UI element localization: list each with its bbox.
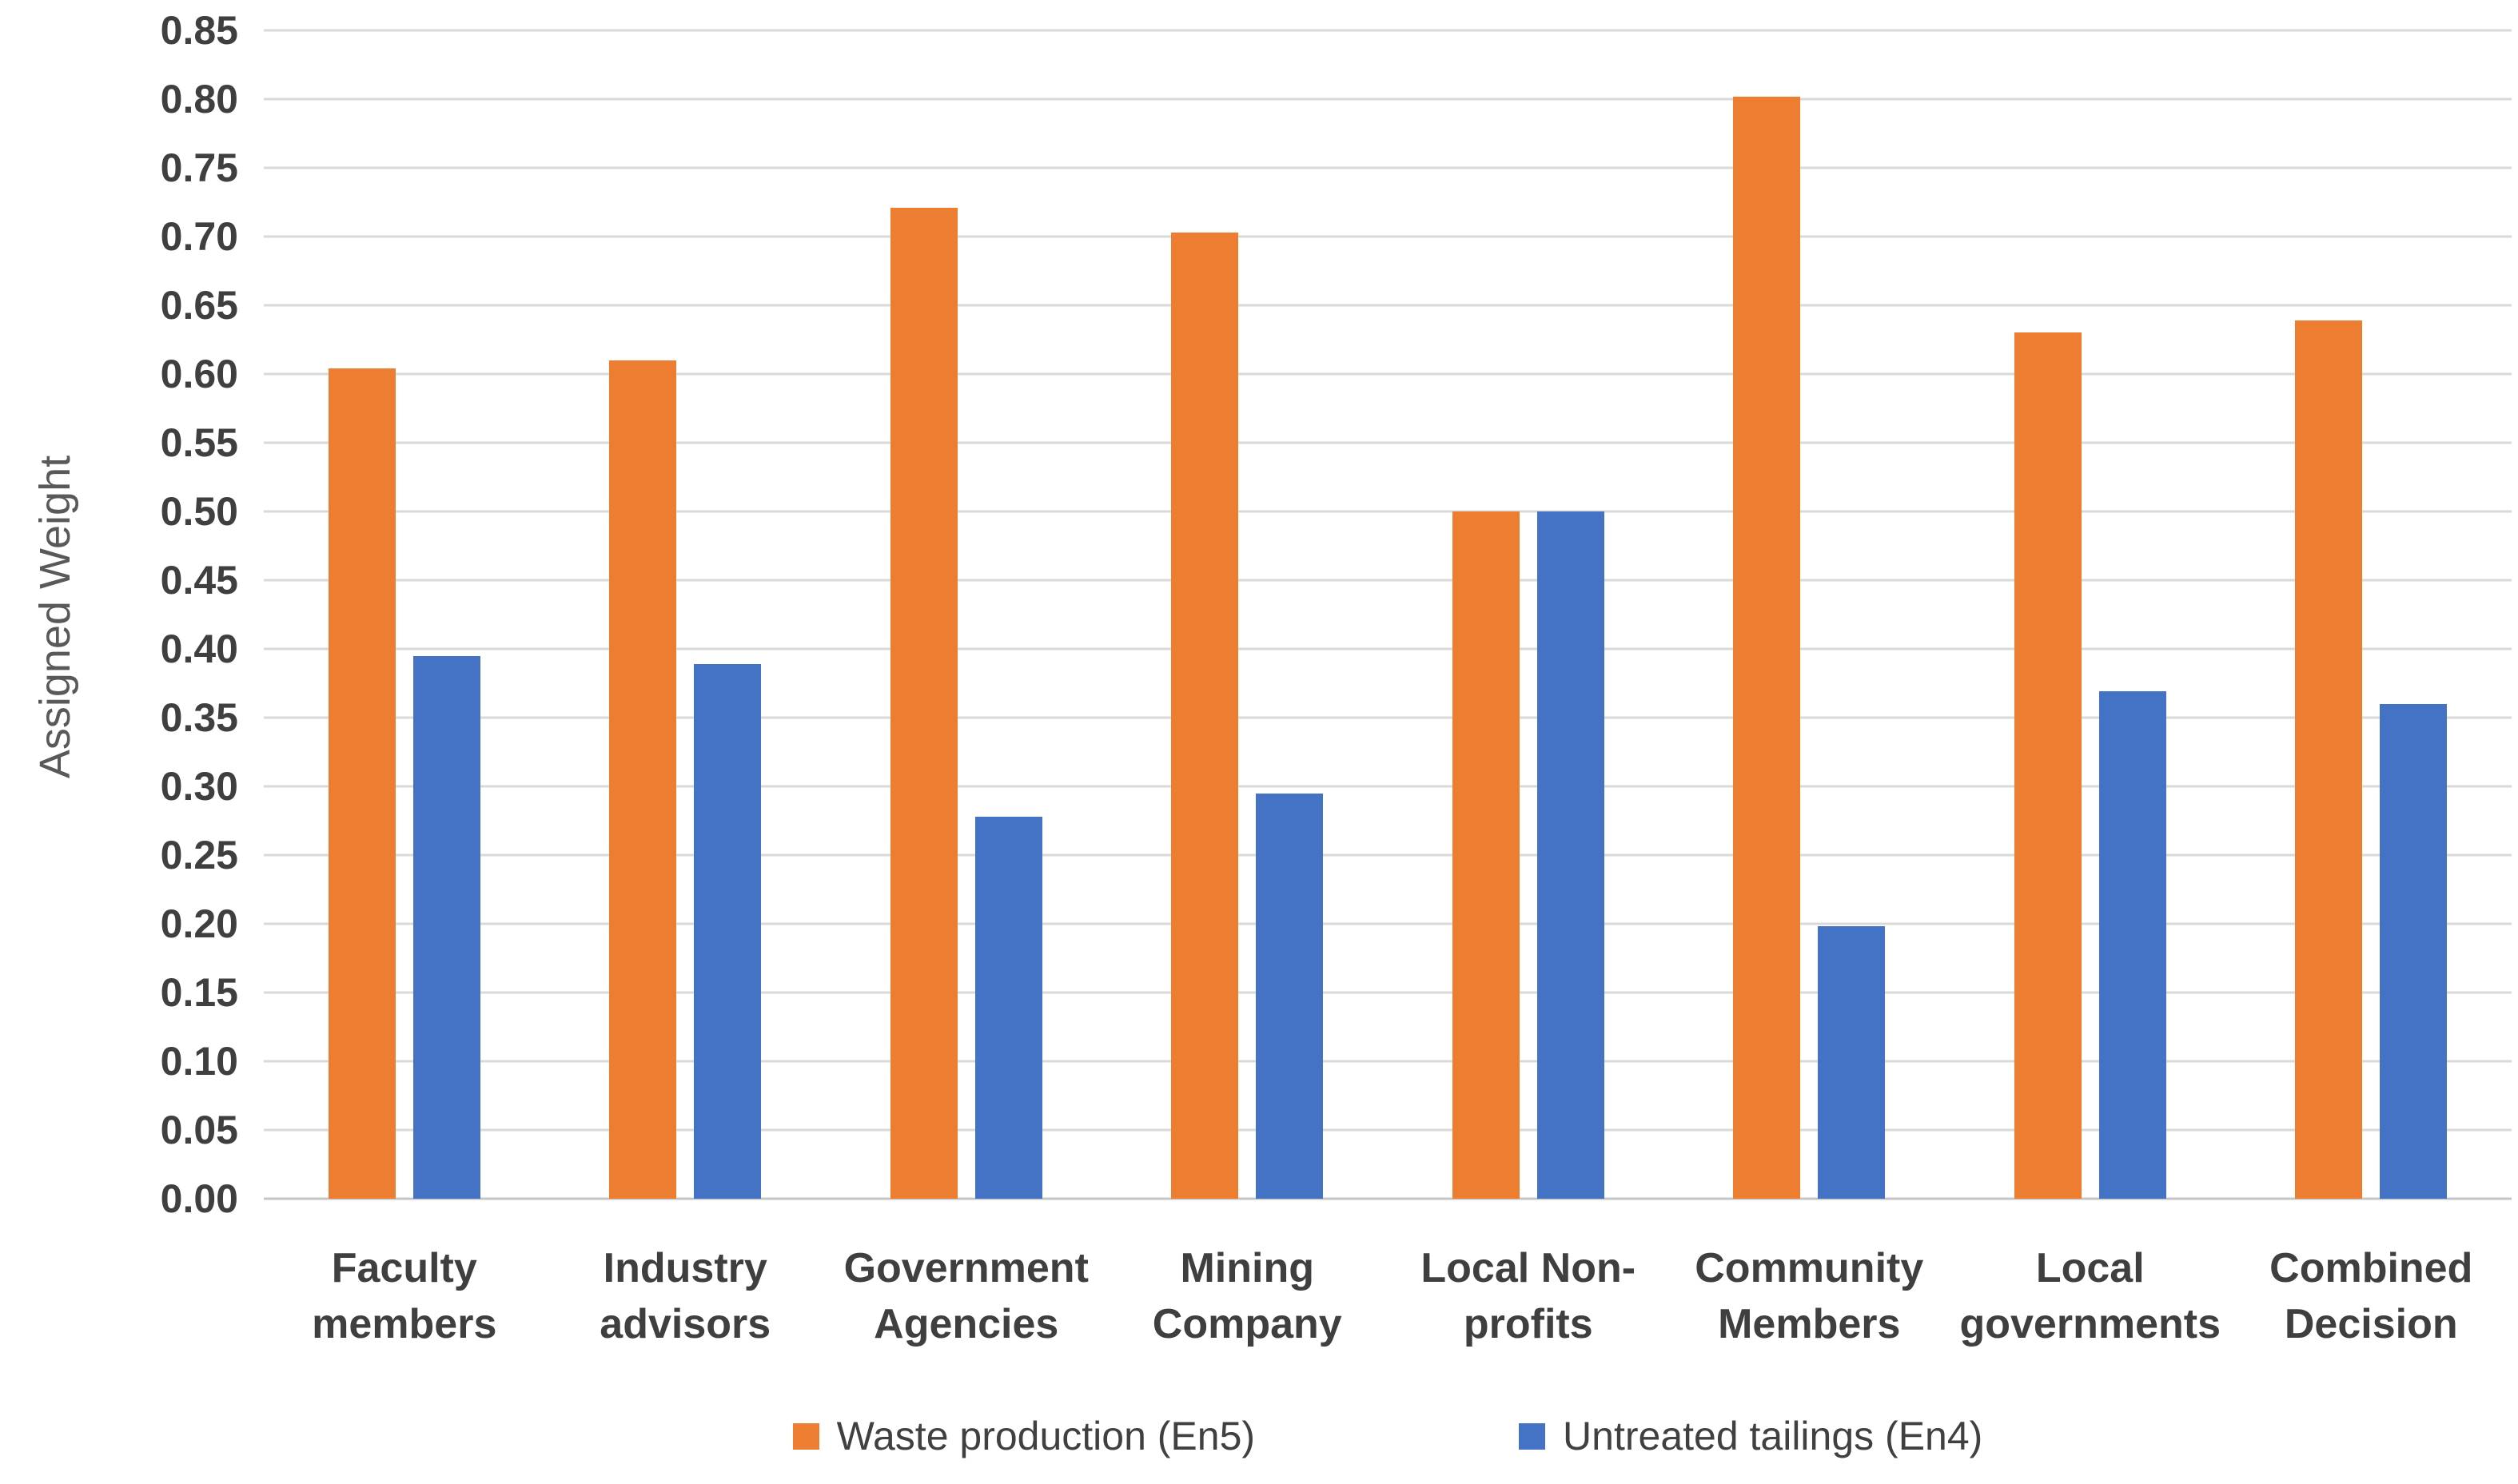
bar-en4-6: [1818, 926, 1886, 1199]
bar-en5-4: [1171, 232, 1239, 1199]
legend-label: Untreated tailings (En4): [1563, 1414, 1983, 1458]
y-tick-label-0.20: 0.20: [160, 901, 238, 946]
gridline-0.00: [264, 1197, 2512, 1200]
y-tick-label-0.70: 0.70: [160, 214, 238, 259]
y-tick-label-0.60: 0.60: [160, 352, 238, 396]
bar-en4-4: [1256, 793, 1324, 1199]
gridline-0.25: [264, 853, 2512, 857]
gridline-0.30: [264, 785, 2512, 788]
y-tick-label-0.05: 0.05: [160, 1108, 238, 1152]
gridline-0.20: [264, 922, 2512, 925]
y-tick-label-0.65: 0.65: [160, 283, 238, 328]
gridline-0.35: [264, 716, 2512, 719]
y-tick-label-0.25: 0.25: [160, 833, 238, 877]
gridline-0.50: [264, 510, 2512, 513]
y-tick-label-0.35: 0.35: [160, 695, 238, 740]
bar-en4-5: [1536, 511, 1604, 1199]
category-label-4: Mining Company: [1152, 1245, 1342, 1348]
bar-en4-8: [2380, 703, 2448, 1199]
bar-en5-1: [328, 368, 396, 1199]
legend-swatch-icon: [792, 1422, 819, 1450]
y-tick-label-0.85: 0.85: [160, 8, 238, 53]
gridline-0.75: [264, 166, 2512, 169]
gridline-0.45: [264, 579, 2512, 582]
gridline-0.70: [264, 235, 2512, 238]
legend-item-en5: Waste production (En5): [792, 1413, 1256, 1459]
gridline-0.40: [264, 647, 2512, 650]
bar-en5-2: [609, 360, 677, 1199]
category-label-8: Combined Decision: [2269, 1245, 2473, 1348]
category-label-1: Faculty members: [312, 1245, 497, 1348]
gridline-0.80: [264, 97, 2512, 101]
category-label-2: Industry advisors: [600, 1245, 771, 1348]
gridline-0.10: [264, 1060, 2512, 1063]
gridline-0.85: [264, 29, 2512, 32]
y-tick-label-0.75: 0.75: [160, 145, 238, 190]
gridline-0.05: [264, 1128, 2512, 1132]
plot-area: [264, 29, 2512, 1200]
category-label-7: Local governments: [1959, 1245, 2221, 1348]
bar-en5-7: [2014, 332, 2082, 1199]
bar-en4-7: [2098, 691, 2166, 1199]
y-tick-label-0.15: 0.15: [160, 970, 238, 1015]
gridline-0.15: [264, 991, 2512, 994]
gridline-0.55: [264, 441, 2512, 444]
category-label-5: Local Non-profits: [1420, 1245, 1636, 1348]
y-tick-label-0.50: 0.50: [160, 489, 238, 534]
legend-item-en4: Untreated tailings (En4): [1519, 1413, 1982, 1459]
bar-en5-5: [1452, 511, 1520, 1199]
y-tick-label-0.80: 0.80: [160, 77, 238, 121]
category-label-3: Government Agencies: [843, 1245, 1089, 1348]
bar-en4-1: [412, 655, 480, 1199]
legend: Waste production (En5) Untreated tailings…: [264, 1413, 2512, 1459]
bar-en5-6: [1733, 96, 1801, 1199]
y-tick-label-0.10: 0.10: [160, 1039, 238, 1084]
y-axis-title: Assigned Weight: [31, 455, 79, 779]
y-tick-label-0.40: 0.40: [160, 627, 238, 671]
bar-en5-3: [890, 207, 958, 1199]
gridline-0.65: [264, 304, 2512, 307]
y-tick-label-0.30: 0.30: [160, 764, 238, 809]
bar-en4-2: [694, 663, 762, 1199]
bar-en4-3: [974, 816, 1042, 1199]
legend-swatch-icon: [1519, 1422, 1546, 1450]
gridline-0.60: [264, 372, 2512, 376]
y-tick-label-0.00: 0.00: [160, 1176, 238, 1221]
legend-label: Waste production (En5): [836, 1414, 1256, 1458]
y-tick-label-0.55: 0.55: [160, 420, 238, 465]
bar-en5-8: [2295, 320, 2363, 1199]
y-tick-label-0.45: 0.45: [160, 558, 238, 603]
category-label-6: Community Members: [1695, 1245, 1924, 1348]
